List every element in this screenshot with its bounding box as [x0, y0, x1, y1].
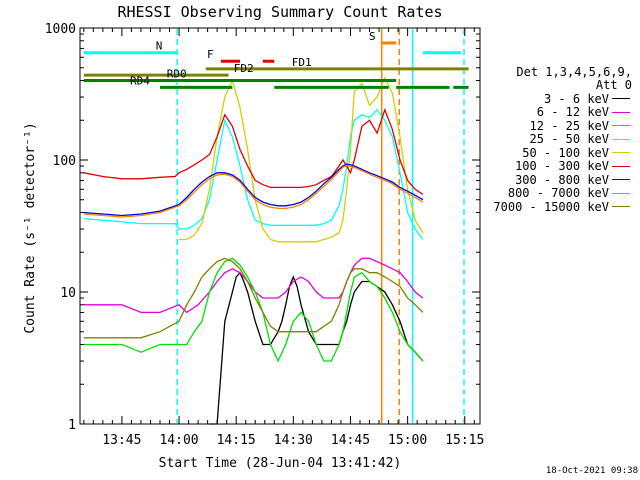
chart-title: RHESSI Observing Summary Count Rates [117, 3, 442, 21]
axes: 1 10 100 1000 13:45 14:00 14:15 14:30 14:45 15:00… [45, 22, 485, 448]
footer-date: 18-Oct-2021 09:38 [545, 466, 638, 476]
legend-label: 25 - 50 keV [529, 132, 609, 146]
legend-label: 100 - 300 keV [515, 159, 609, 173]
annotation-bars: N F FD1 FD2 RD0 RD4 S [83, 30, 469, 89]
y-tick-label: 1 [68, 418, 76, 433]
x-tick-label: 14:15 [217, 433, 256, 448]
series-line-0 [209, 271, 424, 425]
legend-entry: 50 - 100 keV [522, 145, 630, 160]
legend-entry: 7000 - 15000 keV [493, 199, 630, 214]
plot-frame [79, 27, 481, 425]
legend-swatch [612, 165, 630, 167]
y-tick-label: 100 [53, 154, 76, 169]
x-axis-label: Start Time (28-Jun-04 13:41:42) [159, 456, 402, 471]
legend-swatch [612, 138, 630, 140]
legend-header: Det 1,3,4,5,6,9, Att 0 [516, 66, 632, 92]
annotation-label: RD0 [167, 68, 187, 81]
x-tick-label: 14:45 [331, 433, 370, 448]
legend-label: 7000 - 15000 keV [493, 199, 609, 214]
series-line-4 [179, 76, 424, 243]
legend-entry: 100 - 300 keV [515, 159, 630, 173]
legend-entry: 800 - 7000 keV [507, 186, 630, 200]
annotation-label: FD1 [292, 56, 312, 69]
series-line-2 [83, 257, 424, 363]
legend-swatch [612, 98, 630, 99]
y-tick-label: 10 [60, 286, 76, 301]
legend-swatch [612, 192, 630, 194]
series-line-8 [83, 257, 424, 339]
series-line-1 [83, 257, 424, 314]
legend-entry: 6 - 12 keV [536, 105, 630, 119]
legend-swatch [612, 206, 630, 207]
x-tick-label: 15:15 [445, 433, 484, 448]
annotation-label: F [207, 48, 214, 61]
legend-header-line: Att 0 [595, 78, 632, 92]
x-tick-label: 13:45 [102, 433, 141, 448]
legend-swatch [612, 152, 630, 153]
legend-entry: 12 - 25 keV [529, 118, 630, 133]
y-axis-label: Count Rate (s⁻¹ detector⁻¹) [23, 122, 38, 333]
legend-label: 3 - 6 keV [543, 91, 609, 106]
legend-label: 12 - 25 keV [529, 118, 609, 133]
y-tick-label: 1000 [45, 22, 76, 37]
annotation-label: RD4 [130, 74, 150, 87]
legend-label: 6 - 12 keV [536, 105, 609, 119]
legend-swatch [612, 179, 630, 180]
x-tick-label: 14:00 [159, 433, 198, 448]
legend-swatch [612, 111, 630, 113]
legend-swatch [612, 125, 630, 126]
vertical-markers [176, 29, 465, 423]
series-line-5 [83, 107, 424, 195]
legend-label: 300 - 800 keV [515, 172, 609, 187]
annotation-label: S [369, 30, 376, 43]
legend-entry: 3 - 6 keV [543, 91, 630, 106]
legend-header-line: Det 1,3,4,5,6,9, [516, 65, 632, 79]
series-lines [83, 76, 424, 425]
x-tick-label: 14:30 [274, 433, 313, 448]
legend-entry: 300 - 800 keV [515, 172, 630, 187]
legend-label: 50 - 100 keV [522, 145, 609, 160]
series-line-6 [83, 163, 424, 217]
x-tick-label: 15:00 [388, 433, 427, 448]
series-line-3 [83, 108, 424, 240]
series-line-7 [83, 164, 424, 218]
legend-label: 800 - 7000 keV [507, 186, 609, 200]
legend-entry: 25 - 50 keV [529, 132, 630, 146]
annotation-label: FD2 [234, 62, 254, 75]
annotation-label: N [156, 40, 163, 53]
